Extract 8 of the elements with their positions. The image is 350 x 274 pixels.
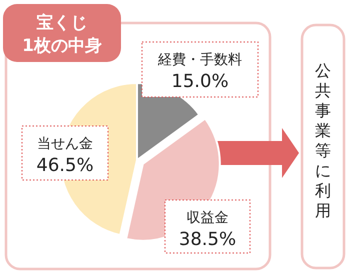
data-label: 38.5% [178, 229, 236, 250]
data-label: 15.0% [171, 71, 229, 92]
text: 公共事業等に利用 [315, 61, 331, 220]
slice-label: 当せん金 [37, 136, 93, 152]
chart-title: 宝くじ 1枚の中身 [22, 13, 102, 56]
data-label: 46.5% [36, 155, 94, 176]
slice-label: 経費・手数料 [157, 52, 242, 68]
slice-label: 収益金 [186, 210, 228, 226]
